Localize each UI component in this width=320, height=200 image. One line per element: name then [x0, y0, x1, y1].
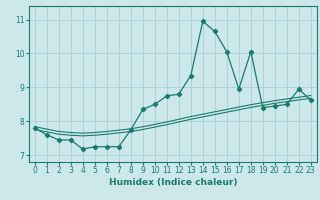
- X-axis label: Humidex (Indice chaleur): Humidex (Indice chaleur): [108, 178, 237, 187]
